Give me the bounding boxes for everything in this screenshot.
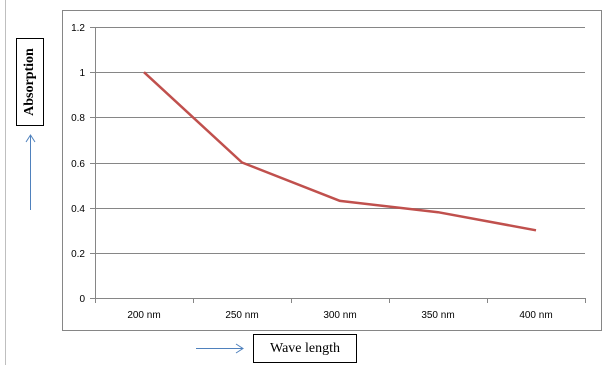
y-tick-label: 0.8 [71,113,85,124]
x-arrow-head [235,343,244,354]
y-axis-title: Absorption [22,48,37,116]
chart-area-frame [62,10,602,331]
y-tick-label: 0.2 [71,249,85,260]
x-axis-title-box: Wave length [253,334,357,363]
y-arrow-head [25,134,36,143]
y-tick-label: 0 [79,294,85,305]
y-tick-label: 1 [79,68,85,79]
x-tick-label: 400 nm [519,310,552,321]
x-tick-label: 350 nm [421,310,454,321]
y-tick-label: 1.2 [71,23,85,34]
x-tick-label: 300 nm [323,310,356,321]
y-tick-label: 0.6 [71,159,85,170]
y-tick-label: 0.4 [71,204,85,215]
x-axis-title: Wave length [269,340,340,356]
x-tick-label: 200 nm [127,310,160,321]
y-axis-title-box: Absorption [16,38,44,126]
x-tick-label: 250 nm [225,310,258,321]
series-line [143,71,537,232]
